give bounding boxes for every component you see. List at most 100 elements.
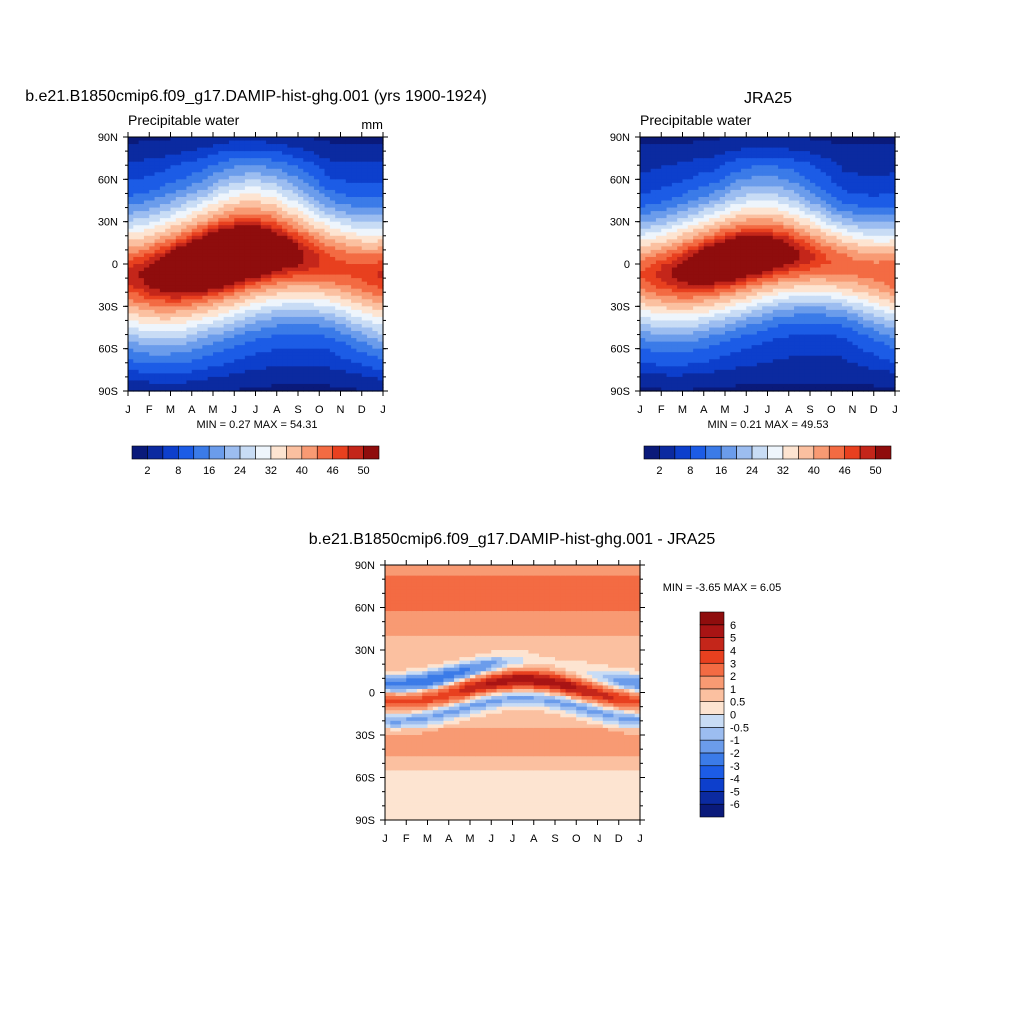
heatmap-cell xyxy=(133,186,140,191)
heatmap-cell xyxy=(313,151,320,156)
heatmap-cell xyxy=(244,221,251,226)
heatmap-cell xyxy=(276,186,283,191)
heatmap-cell xyxy=(730,154,737,159)
heatmap-cell xyxy=(324,355,331,360)
heatmap-cell xyxy=(703,331,710,336)
heatmap-cell xyxy=(308,235,315,240)
heatmap-cell xyxy=(298,204,304,209)
heatmap-cell xyxy=(345,348,352,353)
heatmap-cell xyxy=(345,232,352,237)
heatmap-cell xyxy=(698,366,705,371)
heatmap-cell xyxy=(372,309,379,314)
heatmap-cell xyxy=(671,292,678,297)
heatmap-cell xyxy=(324,186,331,191)
heatmap-cell xyxy=(640,383,646,389)
heatmap-cell xyxy=(650,186,657,191)
heatmap-cell xyxy=(255,338,262,343)
heatmap-cell xyxy=(340,235,347,240)
heatmap-cell xyxy=(640,369,646,374)
heatmap-cell xyxy=(361,239,368,244)
heatmap-cell xyxy=(308,260,315,265)
heatmap-cell xyxy=(228,366,235,371)
heatmap-cell xyxy=(218,239,225,244)
heatmap-cell xyxy=(181,144,188,149)
heatmap-cell xyxy=(213,140,219,145)
heatmap-cell xyxy=(250,271,257,276)
heatmap-cell xyxy=(640,316,646,322)
heatmap-cell xyxy=(186,161,193,166)
heatmap-cell xyxy=(149,144,156,149)
heatmap-cell xyxy=(372,253,379,258)
heatmap-cell xyxy=(367,338,373,343)
heatmap-cell xyxy=(335,204,342,209)
heatmap-cell xyxy=(735,225,742,230)
heatmap-cell xyxy=(138,380,145,385)
heatmap-cell xyxy=(260,218,267,223)
heatmap-cell xyxy=(133,242,140,247)
heatmap-cell xyxy=(244,246,251,251)
heatmap-cell xyxy=(191,207,198,212)
heatmap-cell xyxy=(303,182,310,187)
heatmap-cell xyxy=(186,309,193,314)
heatmap-cell xyxy=(186,348,193,353)
heatmap-cell xyxy=(329,161,336,166)
heatmap-cell xyxy=(138,239,145,244)
heatmap-cell xyxy=(175,225,182,230)
heatmap-cell xyxy=(313,158,320,163)
heatmap-cell xyxy=(159,211,166,216)
heatmap-cell xyxy=(645,267,652,272)
heatmap-cell xyxy=(709,154,715,159)
heatmap-cell xyxy=(640,299,646,304)
heatmap-cell xyxy=(703,225,710,230)
heatmap-cell xyxy=(372,387,379,392)
heatmap-cell xyxy=(740,175,747,180)
heatmap-cell xyxy=(377,204,384,209)
heatmap-cell xyxy=(719,327,726,332)
heatmap-cell xyxy=(640,182,646,187)
heatmap-cell xyxy=(351,242,358,247)
heatmap-cell xyxy=(186,271,193,276)
heatmap-cell xyxy=(687,341,694,346)
heatmap-cell xyxy=(276,352,283,357)
heatmap-cell xyxy=(154,355,161,360)
heatmap-cell xyxy=(714,228,721,233)
heatmap-cell xyxy=(356,285,363,290)
heatmap-cell xyxy=(308,140,315,145)
heatmap-cell xyxy=(740,292,747,297)
heatmap-cell xyxy=(207,369,214,374)
heatmap-cell xyxy=(356,373,363,378)
heatmap-cell xyxy=(655,158,662,163)
heatmap-cell xyxy=(655,221,662,226)
heatmap-cell xyxy=(725,144,731,149)
heatmap-cell xyxy=(698,165,705,170)
heatmap-cell xyxy=(377,264,384,269)
heatmap-cell xyxy=(650,292,657,297)
heatmap-cell xyxy=(671,299,678,304)
heatmap-cell xyxy=(186,137,193,142)
heatmap-cell xyxy=(693,313,700,318)
heatmap-cell xyxy=(324,373,331,378)
heatmap-cell xyxy=(149,327,156,332)
heatmap-cell xyxy=(377,316,384,322)
heatmap-cell xyxy=(250,186,257,191)
heatmap-cell xyxy=(313,235,320,240)
heatmap-cell xyxy=(377,376,384,382)
heatmap-cell xyxy=(324,168,331,173)
heatmap-cell xyxy=(181,341,188,346)
heatmap-cell xyxy=(735,172,742,177)
heatmap-cell xyxy=(170,189,177,195)
heatmap-cell xyxy=(159,331,166,336)
heatmap-cell xyxy=(266,323,273,329)
heatmap-cell xyxy=(313,246,320,251)
heatmap-cell xyxy=(276,221,283,226)
heatmap-cell xyxy=(260,306,267,311)
heatmap-cell xyxy=(250,359,257,364)
heatmap-cell xyxy=(740,211,747,216)
heatmap-cell xyxy=(186,369,193,374)
heatmap-cell xyxy=(143,373,150,378)
heatmap-cell xyxy=(276,161,283,166)
heatmap-cell xyxy=(234,154,241,159)
heatmap-cell xyxy=(218,207,225,212)
heatmap-cell xyxy=(255,334,262,339)
heatmap-cell xyxy=(351,211,358,216)
